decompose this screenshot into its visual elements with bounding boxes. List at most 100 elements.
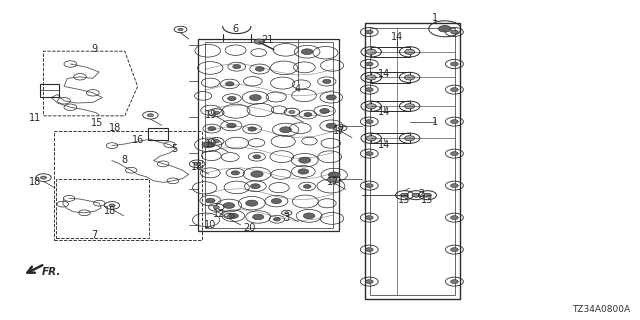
Text: 17: 17	[326, 177, 339, 188]
Circle shape	[365, 62, 373, 66]
Bar	[371, 101, 410, 111]
Text: 7: 7	[92, 230, 98, 240]
Circle shape	[223, 203, 235, 208]
Circle shape	[299, 157, 311, 163]
Circle shape	[248, 127, 257, 131]
Circle shape	[451, 88, 458, 92]
Text: 4: 4	[294, 84, 301, 94]
Circle shape	[194, 162, 200, 165]
Circle shape	[451, 248, 458, 252]
Circle shape	[304, 113, 312, 116]
Circle shape	[404, 49, 415, 54]
Bar	[148, 128, 168, 140]
Circle shape	[365, 88, 373, 92]
Text: 18: 18	[104, 206, 116, 216]
Circle shape	[205, 198, 215, 203]
Bar	[371, 133, 410, 143]
Text: 19: 19	[205, 139, 218, 149]
Circle shape	[412, 193, 420, 197]
Text: 14: 14	[378, 107, 390, 117]
Circle shape	[451, 62, 458, 66]
Circle shape	[40, 176, 47, 179]
Circle shape	[227, 215, 231, 217]
Circle shape	[365, 280, 373, 284]
Circle shape	[365, 152, 373, 156]
Circle shape	[251, 171, 263, 177]
Circle shape	[366, 136, 376, 141]
Circle shape	[328, 172, 340, 178]
Circle shape	[438, 26, 451, 32]
Bar	[198, 39, 339, 231]
Circle shape	[366, 75, 376, 80]
Circle shape	[365, 248, 373, 252]
Text: 11: 11	[29, 113, 42, 124]
Bar	[40, 84, 59, 97]
Text: 19: 19	[205, 110, 218, 120]
Circle shape	[213, 140, 220, 143]
Circle shape	[303, 213, 315, 219]
Text: 20: 20	[243, 223, 256, 233]
Text: TZ34A0800A: TZ34A0800A	[572, 305, 630, 314]
Circle shape	[365, 120, 373, 124]
Circle shape	[213, 111, 220, 114]
Circle shape	[246, 200, 258, 206]
Circle shape	[147, 114, 154, 117]
Circle shape	[401, 193, 408, 197]
Circle shape	[404, 104, 415, 109]
Circle shape	[365, 30, 373, 34]
Circle shape	[255, 67, 264, 71]
Text: 16: 16	[132, 135, 145, 145]
Circle shape	[320, 108, 330, 113]
Circle shape	[404, 75, 415, 80]
Text: 14: 14	[390, 32, 403, 42]
Circle shape	[366, 104, 376, 109]
Circle shape	[253, 155, 260, 159]
Text: 21: 21	[261, 35, 274, 45]
Circle shape	[326, 95, 337, 100]
Circle shape	[109, 204, 115, 207]
Circle shape	[228, 213, 238, 219]
Text: 1: 1	[432, 117, 438, 127]
Circle shape	[285, 212, 289, 214]
Bar	[205, 42, 333, 228]
Text: 1: 1	[432, 12, 438, 23]
Text: 5: 5	[171, 144, 177, 154]
Circle shape	[231, 171, 239, 175]
Circle shape	[301, 49, 313, 55]
Circle shape	[253, 214, 264, 220]
Bar	[56, 179, 149, 238]
Circle shape	[424, 193, 431, 197]
Circle shape	[332, 179, 337, 181]
Circle shape	[451, 216, 458, 220]
Circle shape	[303, 185, 311, 188]
Circle shape	[280, 127, 292, 133]
Circle shape	[338, 127, 343, 129]
Circle shape	[326, 123, 337, 128]
Bar	[365, 23, 460, 299]
Text: 10: 10	[204, 220, 216, 230]
Text: 18: 18	[29, 177, 42, 188]
Bar	[370, 28, 455, 295]
Bar	[54, 131, 202, 240]
Circle shape	[451, 280, 458, 284]
Text: 12: 12	[212, 209, 225, 219]
Text: 8: 8	[122, 155, 128, 165]
Circle shape	[451, 152, 458, 156]
Text: 13: 13	[398, 195, 411, 205]
Bar	[371, 47, 410, 57]
Text: 15: 15	[91, 117, 104, 128]
Circle shape	[451, 184, 458, 188]
Circle shape	[202, 142, 214, 148]
Circle shape	[365, 216, 373, 220]
Circle shape	[271, 198, 282, 204]
Text: 17: 17	[333, 126, 346, 136]
Circle shape	[250, 95, 261, 100]
Circle shape	[298, 169, 308, 174]
Circle shape	[289, 110, 295, 114]
Text: 18: 18	[191, 162, 204, 172]
Text: 6: 6	[232, 24, 239, 34]
Circle shape	[228, 96, 236, 100]
Circle shape	[213, 206, 220, 209]
Circle shape	[254, 39, 264, 44]
Text: FR.: FR.	[42, 267, 61, 277]
